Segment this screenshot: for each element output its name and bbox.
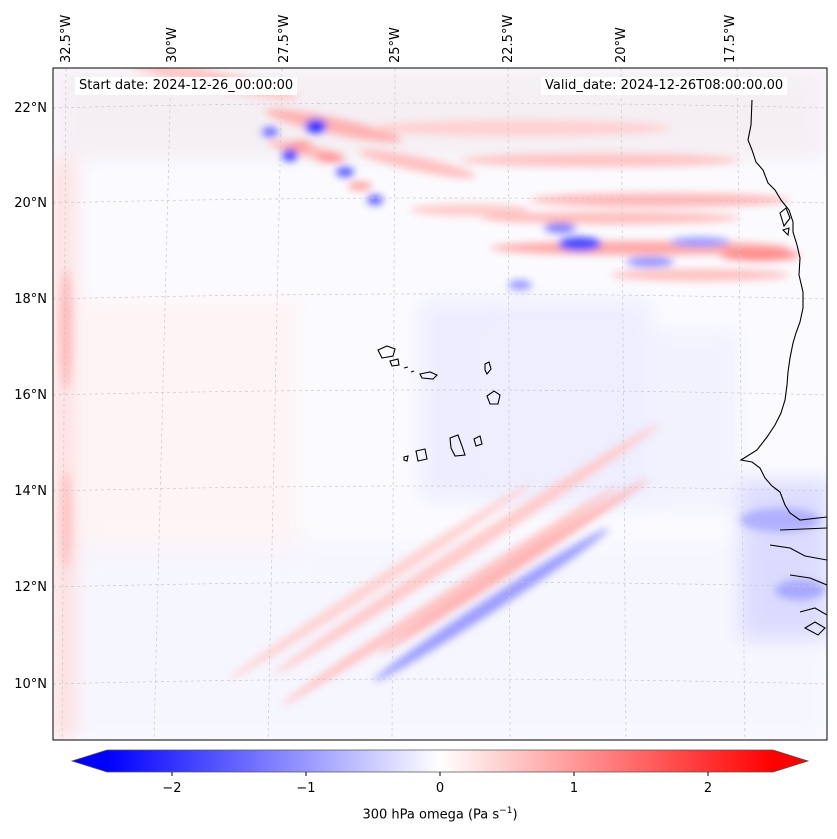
- lon-labels: 32.5°W 30°W 27.5°W 25°W 22.5°W 20°W 17.5…: [59, 15, 738, 63]
- graticule: [53, 68, 827, 740]
- colorbar-max-extend: [773, 750, 808, 772]
- colorbar-outline: [70, 749, 810, 773]
- map-frame: [52, 67, 828, 741]
- colorbar-tick-label: 0: [436, 781, 444, 796]
- colorbar-label-exponent: −1: [499, 806, 513, 816]
- lat-label: 12°N: [14, 580, 47, 595]
- colorbar-tick-label: 2: [704, 781, 712, 796]
- colorbar-body: [107, 750, 773, 772]
- lon-label: 27.5°W: [277, 15, 292, 63]
- colorbar-tick-label: −1: [296, 781, 315, 796]
- lat-label: 14°N: [14, 484, 47, 499]
- valid-date-label: Valid_date: 2024-12-26T08:00:00.00: [541, 77, 788, 95]
- colorbar-label-tail: ): [512, 807, 518, 823]
- lon-label: 25°W: [388, 27, 403, 63]
- colorbar-tick-label: −2: [162, 781, 181, 796]
- lat-label: 16°N: [14, 388, 47, 403]
- lat-labels: 22°N 20°N 18°N 16°N 14°N 12°N 10°N: [14, 101, 47, 692]
- lat-label: 22°N: [14, 101, 47, 116]
- colorbar-min-extend: [72, 750, 107, 772]
- lon-label: 17.5°W: [723, 15, 738, 63]
- colorbar-label-text: 300 hPa omega (Pa s: [362, 807, 500, 823]
- colorbar-label: 300 hPa omega (Pa s−1): [0, 806, 837, 822]
- lat-label: 20°N: [14, 196, 47, 211]
- map-panel: [53, 68, 827, 740]
- lon-label: 22.5°W: [501, 15, 516, 63]
- lat-label: 10°N: [14, 677, 47, 692]
- colorbar-tick-label: 1: [570, 781, 578, 796]
- lon-label: 32.5°W: [59, 15, 74, 63]
- start-date-label: Start date: 2024-12-26_00:00:00: [75, 77, 298, 95]
- lat-label: 18°N: [14, 292, 47, 307]
- colorbar: −2 −1 0 1 2: [70, 749, 810, 796]
- lon-label: 30°W: [165, 27, 180, 63]
- lon-label: 20°W: [614, 27, 629, 63]
- coastline: [377, 99, 827, 636]
